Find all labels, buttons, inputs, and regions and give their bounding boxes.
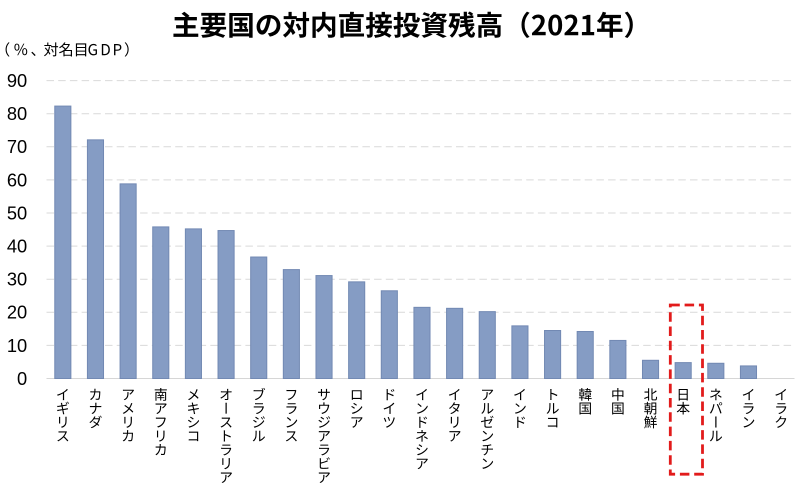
svg-text:50: 50: [7, 202, 27, 223]
svg-text:40: 40: [7, 236, 27, 257]
svg-text:90: 90: [7, 70, 27, 91]
svg-text:80: 80: [7, 103, 27, 124]
svg-text:60: 60: [7, 169, 27, 190]
svg-text:30: 30: [7, 269, 27, 290]
svg-text:20: 20: [7, 302, 27, 323]
svg-text:0: 0: [17, 368, 27, 389]
svg-text:70: 70: [7, 136, 27, 157]
svg-text:10: 10: [7, 335, 27, 356]
